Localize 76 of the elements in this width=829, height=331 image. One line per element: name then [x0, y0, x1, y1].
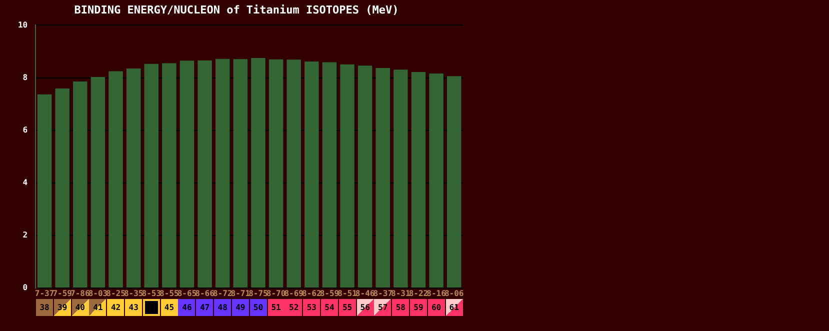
data-label: 8-03 — [88, 289, 108, 298]
y-tick-label: 4 — [22, 178, 28, 187]
data-label: 8-46 — [355, 289, 375, 298]
bar — [322, 62, 337, 288]
data-label: 8-65 — [177, 289, 197, 298]
x-tick-label: 53 — [306, 303, 317, 312]
x-tick-label: 55 — [342, 303, 352, 312]
x-tick-label: 51 — [271, 303, 282, 312]
y-tick-label: 0 — [22, 283, 28, 292]
bar — [180, 60, 194, 288]
x-tick-label: 46 — [182, 303, 192, 312]
bar — [446, 76, 462, 288]
data-label: 8-59 — [320, 289, 340, 298]
data-label: 8-66 — [195, 289, 215, 298]
y-tick-label: 2 — [22, 230, 28, 240]
x-tick-label: 60 — [431, 303, 442, 312]
data-label: 8-53 — [142, 289, 162, 298]
bar — [215, 58, 230, 288]
y-tick-label: 10 — [18, 20, 28, 30]
bar — [144, 64, 158, 288]
data-label: 8-37 — [373, 289, 393, 298]
x-tick-label: 56 — [360, 303, 370, 312]
bar — [411, 72, 426, 288]
data-label: 7-37 — [34, 289, 54, 298]
bar — [376, 68, 390, 288]
y-tick-label: 6 — [22, 125, 28, 134]
x-tick-label: 48 — [218, 303, 228, 312]
x-tick-label: 41 — [93, 303, 103, 312]
x-tick-label: 59 — [414, 303, 424, 312]
data-label: 7-59 — [52, 289, 72, 298]
data-label: 8-62 — [302, 289, 322, 298]
data-label: 8-22 — [408, 289, 428, 298]
bar — [73, 81, 88, 288]
bar — [268, 59, 284, 288]
bar — [429, 74, 444, 288]
x-tick-label: 49 — [236, 303, 246, 312]
data-label: 8-06 — [444, 289, 464, 298]
x-tick-label: 52 — [289, 303, 299, 312]
bar — [233, 59, 248, 288]
x-tick-label: 38 — [40, 303, 50, 312]
bar — [340, 64, 354, 288]
x-tick-label: 39 — [58, 303, 68, 312]
data-label: 8-35 — [124, 289, 144, 298]
bar — [304, 61, 319, 288]
data-label: 8-25 — [106, 289, 126, 298]
data-label: 8-70 — [266, 289, 286, 298]
bar — [286, 60, 301, 288]
data-label: 8-75 — [248, 289, 268, 298]
bar — [251, 58, 266, 288]
x-tick-label: 42 — [110, 303, 121, 312]
data-label: 8-16 — [426, 289, 446, 298]
y-tick-label: 8 — [22, 72, 28, 82]
data-label: 8-51 — [338, 289, 358, 298]
x-tick-label: 58 — [396, 303, 406, 312]
x-tick-label: 50 — [253, 303, 264, 312]
data-label: 7-86 — [70, 289, 90, 298]
data-label: 8-55 — [160, 289, 179, 298]
data-label: 8-72 — [212, 289, 232, 298]
x-tick-label: 43 — [128, 303, 139, 312]
x-tick-label: 45 — [164, 303, 174, 312]
data-label: 8-69 — [284, 289, 304, 298]
bar — [358, 66, 372, 288]
data-label: 8-71 — [230, 289, 250, 298]
bar — [37, 94, 52, 288]
x-tick-label: 47 — [200, 303, 210, 312]
bar — [55, 88, 70, 288]
bar — [394, 70, 408, 288]
bar — [162, 63, 176, 288]
bar — [126, 68, 141, 288]
x-tick-label: 40 — [75, 303, 86, 312]
x-tick-label: 54 — [324, 303, 334, 312]
data-label: 8-31 — [391, 289, 410, 298]
bar — [198, 60, 212, 288]
bar — [108, 71, 123, 288]
bar — [90, 76, 106, 288]
chart-title: BINDING ENERGY/NUCLEON of Titanium ISOTOPES (MeV) — [74, 3, 399, 16]
